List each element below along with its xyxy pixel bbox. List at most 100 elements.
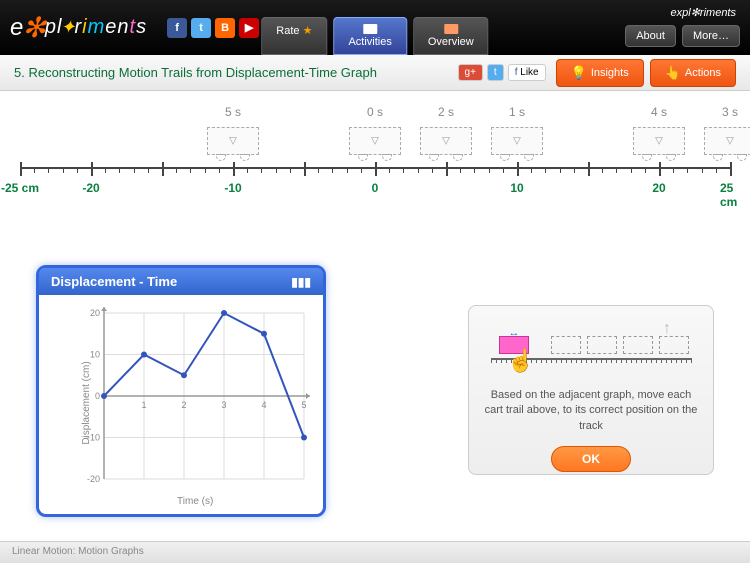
- track-tick: [474, 167, 475, 173]
- track-position-label: -20: [82, 181, 99, 195]
- track-tick: [34, 167, 35, 173]
- overview-button[interactable]: Overview: [413, 17, 489, 55]
- bar-chart-icon[interactable]: ▮▮▮: [291, 275, 311, 289]
- main-content: 5 s0 s2 s1 s4 s3 s ▽▽▽▽▽▽ -25 cm-20-1001…: [0, 105, 750, 555]
- cart-arrow-icon: ▽: [655, 136, 663, 147]
- track-tick: [716, 167, 717, 173]
- track-tick: [588, 162, 590, 176]
- top-right-nav: About More…: [625, 25, 740, 47]
- track-tick: [261, 167, 262, 173]
- track-tick: [247, 167, 248, 173]
- activities-button[interactable]: Activities: [333, 17, 406, 55]
- track-tick: [560, 167, 561, 173]
- track-tick: [616, 167, 617, 173]
- overview-icon: [444, 24, 458, 34]
- insights-button[interactable]: 💡 Insights: [556, 59, 644, 87]
- track-tick: [418, 167, 419, 173]
- track-ticks: [20, 162, 730, 176]
- cart-trail[interactable]: ▽: [349, 127, 401, 155]
- svg-text:4: 4: [261, 400, 266, 410]
- instruction-diagram: ↑ ↔ ☝: [481, 318, 701, 378]
- svg-text:0: 0: [95, 391, 100, 401]
- cart-trail[interactable]: ▽: [491, 127, 543, 155]
- track-tick: [489, 167, 490, 173]
- google-plus-icon[interactable]: g+: [458, 64, 483, 81]
- cart-time-label: 1 s: [509, 105, 525, 119]
- cart-row: ▽ ▽ ▽ ▽ ▽ ▽: [0, 127, 750, 163]
- track-tick: [162, 162, 164, 176]
- track-tick: [574, 167, 575, 173]
- chart-body: Displacement (cm) -20-100102012345 Time …: [39, 295, 323, 511]
- top-nav: Rate ★ Activities Overview: [261, 17, 488, 55]
- svg-text:5: 5: [301, 400, 306, 410]
- about-button[interactable]: About: [625, 25, 676, 47]
- track-tick: [219, 167, 220, 173]
- cart-time-label: 4 s: [651, 105, 667, 119]
- activities-icon: [363, 24, 377, 34]
- instruction-cart: [623, 336, 653, 354]
- track-tick: [233, 162, 235, 176]
- sub-actions: 💡 Insights 👆 Actions: [556, 59, 736, 87]
- twitter-icon[interactable]: t: [191, 18, 211, 38]
- track-tick: [517, 162, 519, 176]
- svg-text:20: 20: [90, 308, 100, 318]
- facebook-icon[interactable]: f: [167, 18, 187, 38]
- footer: Linear Motion: Motion Graphs: [0, 541, 750, 563]
- track-tick: [290, 167, 291, 173]
- double-arrow-icon: ↔: [509, 327, 520, 339]
- blogger-icon[interactable]: B: [215, 18, 235, 38]
- cart-trail[interactable]: ▽: [420, 127, 472, 155]
- track-position-label: 0: [372, 181, 379, 195]
- track-tick: [645, 167, 646, 173]
- youtube-icon[interactable]: ▶: [239, 18, 259, 38]
- track-tick: [318, 167, 319, 173]
- twitter-share-icon[interactable]: t: [487, 64, 504, 81]
- track-tick: [134, 167, 135, 173]
- track-tick: [63, 167, 64, 173]
- svg-text:2: 2: [181, 400, 186, 410]
- cart-time-label: 0 s: [367, 105, 383, 119]
- cart-trail[interactable]: ▽: [207, 127, 259, 155]
- cart-time-label: 5 s: [225, 105, 241, 119]
- track-tick: [304, 162, 306, 176]
- cart-arrow-icon: ▽: [371, 136, 379, 147]
- instruction-cart: [587, 336, 617, 354]
- track-tick: [432, 167, 433, 173]
- track-tick: [77, 167, 78, 173]
- track-tick: [702, 167, 703, 173]
- instruction-cart: [659, 336, 689, 354]
- track-position-label: 25 cm: [720, 181, 740, 209]
- cart-arrow-icon: ▽: [726, 136, 734, 147]
- track-area: 5 s0 s2 s1 s4 s3 s ▽▽▽▽▽▽ -25 cm-20-1001…: [0, 105, 750, 215]
- track-tick: [375, 162, 377, 176]
- track-tick: [276, 167, 277, 173]
- track-tick: [48, 167, 49, 173]
- chart-header: Displacement - Time ▮▮▮: [39, 268, 323, 295]
- track-position-label: -25 cm: [1, 181, 39, 195]
- rate-button[interactable]: Rate ★: [261, 17, 327, 55]
- track-tick: [687, 167, 688, 173]
- track-tick: [389, 167, 390, 173]
- cart-arrow-icon: ▽: [513, 136, 521, 147]
- cart-arrow-icon: ▽: [229, 136, 237, 147]
- track-tick: [105, 167, 106, 173]
- logo-small: expl✻riments: [671, 6, 736, 19]
- star-icon: ★: [303, 25, 313, 37]
- track-tick: [91, 162, 93, 176]
- actions-button[interactable]: 👆 Actions: [650, 59, 736, 87]
- track-tick: [361, 167, 362, 173]
- instruction-cart: [551, 336, 581, 354]
- track-tick: [446, 162, 448, 176]
- ok-button[interactable]: OK: [551, 446, 631, 472]
- track-tick: [531, 167, 532, 173]
- track-tick: [347, 167, 348, 173]
- track-tick: [730, 162, 732, 176]
- track-tick: [205, 167, 206, 173]
- cart-trail[interactable]: ▽: [704, 127, 750, 155]
- track-tick: [20, 162, 22, 176]
- more-button[interactable]: More…: [682, 25, 740, 47]
- sub-header: 5. Reconstructing Motion Trails from Dis…: [0, 55, 750, 91]
- cart-trail[interactable]: ▽: [633, 127, 685, 155]
- fb-like-button[interactable]: f Like: [508, 64, 546, 81]
- track-tick: [190, 167, 191, 173]
